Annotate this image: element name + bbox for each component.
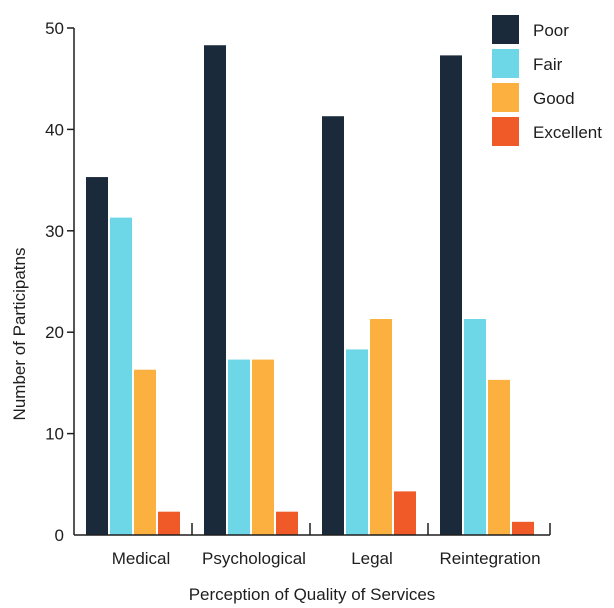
x-tick-label: Psychological	[202, 549, 306, 568]
axes-layer	[73, 28, 550, 536]
x-tick-label: Reintegration	[439, 549, 540, 568]
legend-label-good: Good	[533, 89, 575, 108]
legend-label-fair: Fair	[533, 55, 563, 74]
legend-swatch-good	[492, 83, 519, 112]
bar-good-legal	[370, 319, 392, 535]
x-tick-label: Legal	[351, 549, 393, 568]
bar-excellent-legal	[394, 491, 416, 535]
x-ticks: Medical Psychological Legal Reintegration	[112, 523, 551, 568]
bar-fair-legal	[346, 349, 368, 535]
bar-fair-medical	[110, 217, 132, 536]
y-tick-label: 10	[45, 425, 64, 444]
x-axis-label: Perception of Quality of Services	[189, 585, 436, 604]
y-tick-label: 40	[45, 120, 64, 139]
bar-poor-legal	[322, 116, 344, 535]
y-tick-label: 50	[45, 19, 64, 38]
y-axis-label: Number of Participatns	[10, 248, 29, 421]
bar-poor-psychological	[204, 45, 226, 535]
bar-excellent-reintegration	[512, 521, 534, 535]
legend-swatch-poor	[492, 15, 519, 44]
bar-excellent-psychological	[276, 511, 298, 535]
legend-label-excellent: Excellent	[533, 123, 602, 142]
bar-poor-reintegration	[440, 55, 462, 536]
bar-fair-psychological	[228, 359, 250, 535]
bar-excellent-medical	[158, 511, 180, 535]
bar-good-reintegration	[488, 379, 510, 535]
x-tick-label: Medical	[112, 549, 171, 568]
bar-good-psychological	[252, 359, 274, 535]
y-tick-label: 20	[45, 323, 64, 342]
bars-layer	[86, 45, 534, 536]
legend-swatch-fair	[492, 49, 519, 78]
y-tick-label: 0	[55, 526, 64, 545]
y-ticks: 0 10 20 30 40 50	[45, 19, 74, 545]
legend: Poor Fair Good Excellent	[492, 15, 602, 146]
y-tick-label: 30	[45, 222, 64, 241]
legend-swatch-excellent	[492, 117, 519, 146]
legend-label-poor: Poor	[533, 21, 569, 40]
bar-good-medical	[134, 369, 156, 535]
bar-fair-reintegration	[464, 319, 486, 535]
bar-poor-medical	[86, 177, 108, 536]
